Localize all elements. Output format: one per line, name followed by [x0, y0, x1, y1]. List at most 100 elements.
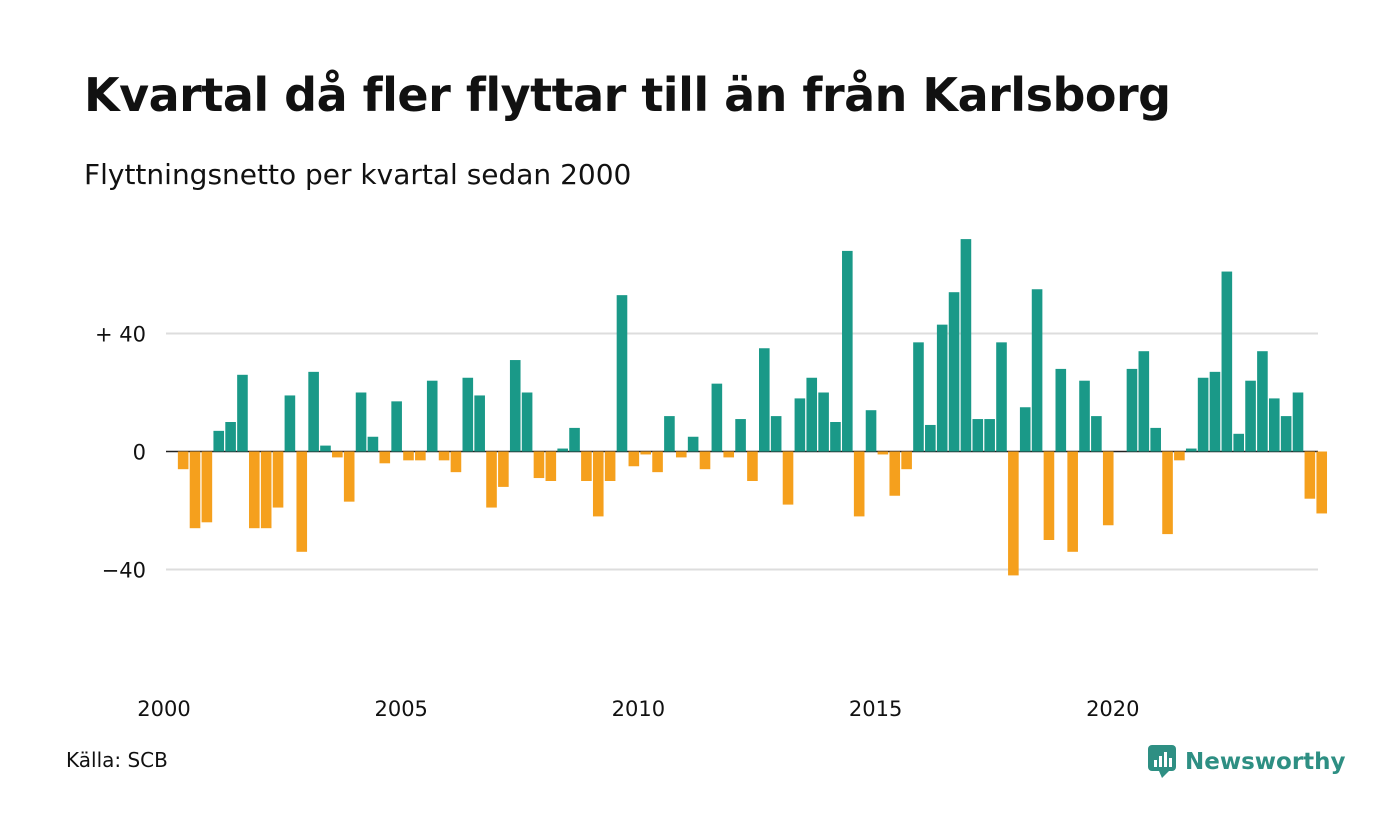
bar-2002-k2 [272, 451, 284, 508]
bar-2001-k4 [249, 451, 260, 529]
x-tick-label: 2015 [849, 697, 902, 721]
bar-2012-k2 [747, 451, 758, 481]
bar-2021-k2 [1174, 451, 1185, 461]
bar-chart: + 40 0 −40 2000 2005 2010 2015 2020 [95, 239, 1328, 722]
bar-2012-k3 [759, 348, 770, 452]
bar-2005-k4 [438, 451, 450, 461]
bar-2022-k3 [1233, 433, 1244, 452]
y-tick-label: + 40 [95, 323, 146, 347]
bar-2003-k1 [308, 371, 319, 452]
chart-title: Kvartal då fler flyttar till än från Kar… [84, 68, 1171, 122]
bar-2015-k3 [901, 451, 912, 470]
bar-2014-k4 [865, 410, 877, 452]
bar-2023-k1 [1257, 351, 1268, 452]
bar-2024-k1 [1304, 451, 1316, 499]
bar-2008-k1 [545, 451, 557, 481]
bar-2001-k1 [213, 430, 225, 452]
bar-2011-k1 [687, 436, 699, 452]
x-tick-label: 2000 [137, 697, 190, 721]
bar-2006-k4 [486, 451, 497, 508]
bar-2003-k4 [343, 451, 355, 502]
y-tick-label: 0 [133, 441, 146, 465]
source-note: Källa: SCB [66, 748, 168, 772]
bar-2004-k1 [355, 392, 367, 452]
bar-2006-k3 [474, 395, 485, 452]
bar-2014-k1 [830, 422, 841, 452]
bar-2016-k3 [948, 292, 960, 452]
bar-2009-k2 [604, 451, 616, 481]
bar-2009-k3 [616, 295, 628, 452]
bar-2006-k1 [450, 451, 462, 473]
bar-2016-k2 [936, 324, 948, 452]
bar-2022-k1 [1209, 371, 1221, 452]
bar-2018-k4 [1055, 368, 1067, 452]
bar-2014-k3 [853, 451, 865, 517]
bar-2013-k4 [818, 392, 829, 452]
bar-2012-k4 [770, 416, 782, 452]
bar-2019-k1 [1067, 451, 1078, 552]
bar-2006-k2 [462, 377, 474, 452]
bar-2020-k2 [1126, 368, 1138, 452]
x-tick-label: 2010 [612, 697, 665, 721]
bar-2000-k2 [177, 451, 189, 470]
bar-2013-k3 [806, 377, 818, 452]
bar-2017-k1 [972, 419, 984, 452]
bar-2010-k3 [664, 416, 675, 452]
bar-2009-k1 [592, 451, 604, 517]
bar-2008-k3 [569, 427, 580, 452]
x-tick-label: 2005 [374, 697, 427, 721]
bar-2010-k1 [640, 451, 651, 455]
bar-2007-k3 [521, 392, 533, 452]
bar-2021-k1 [1162, 451, 1173, 535]
bar-2007-k2 [509, 360, 521, 452]
bar-2013-k2 [794, 398, 806, 452]
bar-2017-k2 [984, 419, 995, 452]
bar-2008-k2 [557, 448, 568, 452]
bar-2022-k4 [1245, 380, 1256, 452]
bar-2002-k4 [296, 451, 308, 552]
bar-2020-k4 [1150, 427, 1161, 452]
bar-2004-k4 [391, 401, 402, 452]
bar-2021-k4 [1197, 377, 1209, 452]
brand-logo: Newsworthy [1147, 742, 1346, 782]
bar-2013-k1 [782, 451, 794, 505]
axis-labels: + 40 0 −40 2000 2005 2010 2015 2020 [95, 323, 1140, 722]
bar-2010-k2 [652, 451, 663, 473]
bar-2003-k2 [320, 445, 331, 452]
bar-2023-k2 [1268, 398, 1280, 452]
newsworthy-logo-icon [1148, 745, 1176, 778]
bars [177, 239, 1328, 576]
bar-2002-k3 [284, 395, 296, 452]
bar-2000-k4 [201, 451, 213, 523]
bar-2012-k1 [735, 419, 746, 452]
chart-subtitle: Flyttningsnetto per kvartal sedan 2000 [84, 158, 632, 191]
bar-2007-k4 [533, 451, 545, 479]
bar-2022-k2 [1221, 271, 1233, 452]
bar-2016-k1 [925, 424, 936, 452]
bar-2002-k1 [260, 451, 272, 529]
bar-2003-k3 [332, 451, 343, 458]
bar-2000-k3 [189, 451, 201, 529]
bar-2001-k2 [225, 422, 236, 452]
bar-2004-k3 [379, 451, 391, 464]
bar-2021-k3 [1185, 448, 1197, 452]
x-tick-label: 2020 [1086, 697, 1139, 721]
bar-2007-k1 [498, 451, 509, 487]
bar-2017-k3 [996, 342, 1007, 452]
bar-2018-k3 [1043, 451, 1055, 540]
bar-2016-k4 [960, 239, 972, 452]
bar-2009-k4 [628, 451, 640, 467]
bar-2005-k3 [426, 380, 438, 452]
bar-2019-k4 [1102, 451, 1114, 526]
bar-2011-k4 [723, 451, 735, 458]
bar-2018-k2 [1031, 289, 1043, 452]
bar-2008-k4 [581, 451, 592, 481]
bar-2024-k2 [1316, 451, 1328, 514]
bar-2011-k2 [699, 451, 711, 470]
bar-2020-k3 [1138, 351, 1150, 452]
bar-2014-k2 [842, 250, 853, 452]
bar-2004-k2 [367, 436, 379, 452]
bar-2015-k1 [877, 451, 889, 455]
bar-2023-k3 [1280, 416, 1292, 452]
bar-2010-k4 [675, 451, 687, 458]
